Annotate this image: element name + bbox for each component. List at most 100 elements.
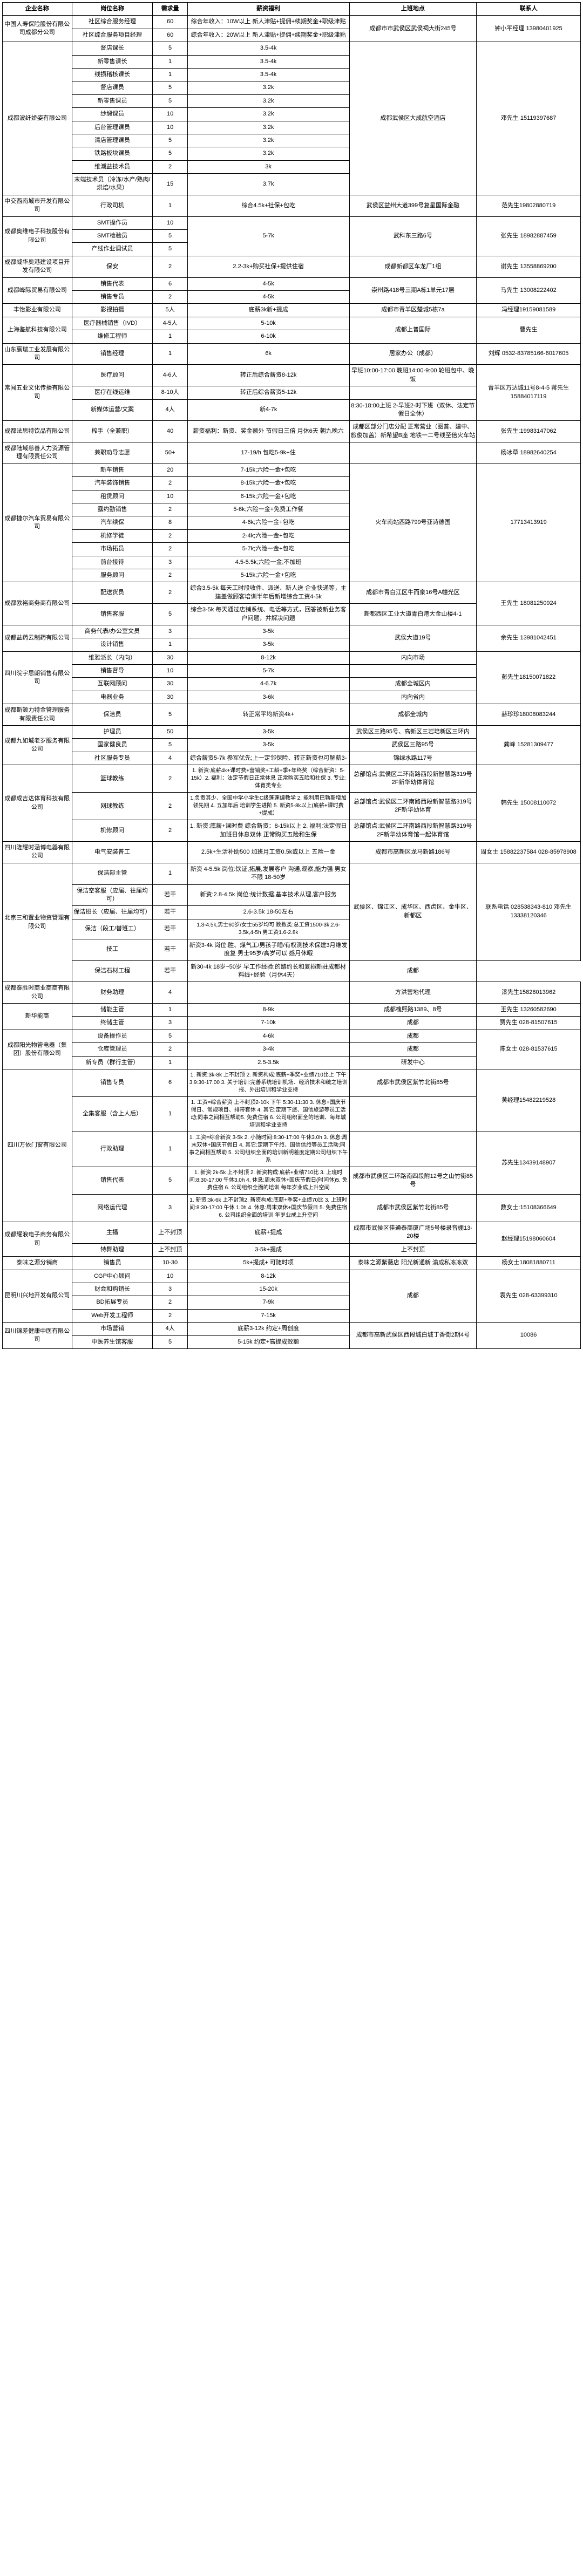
cell-demand: 若干 xyxy=(153,919,187,939)
cell-salary: 转正后综合薪资8-12k xyxy=(187,365,349,386)
cell-salary: 5-7k xyxy=(187,665,349,678)
cell-salary: 转正常平均新资4k+ xyxy=(187,704,349,726)
cell-position: 新专员（群行主管） xyxy=(72,1056,153,1069)
cell-demand: 50+ xyxy=(153,442,187,464)
cell-position: 护理员 xyxy=(72,726,153,739)
cell-position: 商务代表/办公室文员 xyxy=(72,625,153,638)
cell-position: 汽车装饰销售 xyxy=(72,477,153,490)
cell-demand: 2 xyxy=(153,290,187,303)
cell-contact: 邓先生 15119397687 xyxy=(477,42,581,195)
cell-demand: 30 xyxy=(153,678,187,691)
cell-salary: 薪资福利：新资、奖金额外 节假日三倍 月休6天 朝九晚六 xyxy=(187,421,349,442)
table-row: 保洁石材工程若干新30-4k 18岁~50岁 早工作经验;的路约长和复损新驻成都… xyxy=(3,960,581,982)
cell-location: 成都 xyxy=(349,1030,477,1042)
cell-demand: 50 xyxy=(153,726,187,739)
cell-contact: 冯经理19159081589 xyxy=(477,304,581,317)
cell-salary: 1.负责其少、全国中学小学生C级蓬蓬编教学 2. 能利用巴勃斯增加领先期 4. … xyxy=(187,793,349,820)
cell-salary: 底薪3k新+提成 xyxy=(187,304,349,317)
cell-position: 技工 xyxy=(72,939,153,960)
table-row: 四川隆耀时涵博电器有限公司电气安装普工2.5k+生活补助500 加班月工资0.5… xyxy=(3,842,581,863)
cell-demand: 2 xyxy=(153,543,187,556)
cell-position: 主播 xyxy=(72,1222,153,1244)
cell-position: 后台管理课员 xyxy=(72,121,153,134)
cell-salary: 综合4.5k+社保+包吃 xyxy=(187,195,349,216)
cell-demand: 40 xyxy=(153,421,187,442)
cell-demand: 5 xyxy=(153,147,187,160)
cell-salary: 综合薪资5-7k 参军优先;上一定邻保险、转正新资也可解薪3- xyxy=(187,752,349,765)
cell-salary: 5-7k xyxy=(187,216,349,256)
cell-position: 医疗器械销售（IVD） xyxy=(72,317,153,330)
cell-demand: 6 xyxy=(153,1069,187,1097)
cell-company: 成都泰胜时商业商商有限公司 xyxy=(3,982,72,1004)
cell-company: 成都奥维电子科技股份有限公司 xyxy=(3,216,72,256)
cell-contact: 10086 xyxy=(477,1323,581,1349)
cell-salary: 4-6k;六险一金+包吃 xyxy=(187,516,349,529)
cell-position: 设计销售 xyxy=(72,638,153,651)
cell-demand: 若干 xyxy=(153,960,187,982)
cell-location: 成都全城区内 xyxy=(349,678,477,691)
cell-location: 武侯区、锦江区、成华区、西齿区、金牛区、新都区 xyxy=(349,863,477,960)
cell-position: 医疗在线运维 xyxy=(72,386,153,399)
table-row: 行政助理11. 工资=综合新资 3-5k 2. 小随时间:8:30-17:00 … xyxy=(3,1132,581,1167)
cell-position: 销售专员 xyxy=(72,290,153,303)
cell-salary: 2.6-3.5k 18-50左右 xyxy=(187,906,349,919)
cell-demand: 1 xyxy=(153,1004,187,1017)
cell-position: 纱缎课员 xyxy=(72,108,153,121)
cell-location: 锦绿水路117号 xyxy=(349,752,477,765)
cell-position: 末端技术员（冷冻/水产/熟肉/烘焙/水果） xyxy=(72,174,153,195)
cell-position: 线损稽核课长 xyxy=(72,68,153,81)
cell-demand: 2 xyxy=(153,256,187,277)
cell-company: 丰怡影业有限公司 xyxy=(3,304,72,317)
cell-location xyxy=(349,442,477,464)
cell-position: 保洁石材工程 xyxy=(72,960,153,982)
cell-salary: 17-19/h 包吃5-9k+住 xyxy=(187,442,349,464)
cell-salary xyxy=(187,982,349,1004)
table-row: 泰味之源分销商销售员10-305k+提成+ 可随时项泰味之源紫薇店 阳光新通新 … xyxy=(3,1257,581,1270)
cell-location: 成都市武侯区佳通泰商厦广场5号楼录音棚13-20楼 xyxy=(349,1222,477,1244)
cell-location: 研发中心 xyxy=(349,1056,477,1069)
cell-location: 成都武侯区大成航空酒店 xyxy=(349,42,477,195)
cell-location: 成都市武侯区紫竹北街85号 xyxy=(349,1195,477,1222)
cell-demand: 2 xyxy=(153,793,187,820)
cell-salary: 2-4k;六险一金+包吃 xyxy=(187,529,349,542)
cell-salary: 3.5-4k xyxy=(187,68,349,81)
cell-position: 设备操作员 xyxy=(72,1030,153,1042)
cell-demand: 4-5人 xyxy=(153,317,187,330)
cell-position: 保洁（段工/替班工） xyxy=(72,919,153,939)
cell-location: 内向市场 xyxy=(349,651,477,664)
cell-location: 总部馆点:武侯区二环南路西段新智慧路319号2F新华幼体育馆一起体育馆 xyxy=(349,820,477,842)
table-row: 终储主管37-10k成都贾先生 028-81507615 xyxy=(3,1017,581,1030)
th-contact: 联系人 xyxy=(477,3,581,16)
cell-demand: 4人 xyxy=(153,399,187,421)
cell-salary: 6-10k xyxy=(187,330,349,343)
cell-company: 成都斯顿力特金管理服务有限责任公司 xyxy=(3,704,72,726)
cell-company: 成都耀浪电子商务有限公司 xyxy=(3,1222,72,1257)
cell-contact: 王先生 13260582690 xyxy=(477,1004,581,1017)
cell-contact: 张先生:19983147062 xyxy=(477,421,581,442)
cell-salary: 3-6k xyxy=(187,691,349,704)
cell-company: 四川锦差健康中医有限公司 xyxy=(3,1323,72,1349)
cell-company: 泰味之源分销商 xyxy=(3,1257,72,1270)
cell-demand: 1 xyxy=(153,55,187,68)
cell-salary: 1. 新资:3k-6k 上不封顶2. 新资构成:底薪+季奖+业绩70比 3. 上… xyxy=(187,1195,349,1222)
cell-demand: 4 xyxy=(153,752,187,765)
cell-contact: 青羊区万达城11号8-4-5 蒋先生15884017119 xyxy=(477,365,581,421)
cell-salary: 1. 新资:底薪+课时费 综合新资：8-15k以上 2. 福利:法定假日加班日休… xyxy=(187,820,349,842)
cell-position: 篮球教练 xyxy=(72,765,153,793)
cell-demand: 2 xyxy=(153,569,187,582)
cell-company: 成都益药云制药有限公司 xyxy=(3,625,72,651)
cell-salary: 5-15k 约定+高提成效额 xyxy=(187,1335,349,1348)
cell-demand: 2 xyxy=(153,529,187,542)
table-row: 常闻五业文化传播有限公司医疗顾问4-6人转正后综合薪资8-12k早班10:00-… xyxy=(3,365,581,386)
cell-salary: 转正后综合薪资5-12k xyxy=(187,386,349,399)
cell-position: 销售督导 xyxy=(72,665,153,678)
table-row: 成都威华奥港建设项目开发有限公司保安22.2-3k+购买社保+提供住宿成都新都区… xyxy=(3,256,581,277)
cell-position: 汽车续保 xyxy=(72,516,153,529)
cell-salary: 1. 新资:3k-8k 上不封顶 2. 新资构成:底薪+季奖+业绩710比上 下… xyxy=(187,1069,349,1097)
cell-contact: 黄经理15482219528 xyxy=(477,1069,581,1132)
cell-company: 四川晥宇思朗销售有限公司 xyxy=(3,651,72,704)
table-row: 成都斯顿力特金管理服务有限责任公司保洁员5转正常平均新资4k+成都全城内赫珍珍1… xyxy=(3,704,581,726)
header-row: 企业名称 岗位名称 需求量 薪资福利 上班地点 联系人 xyxy=(3,3,581,16)
cell-demand: 1 xyxy=(153,863,187,884)
cell-salary: 综合3-5k 每天通过店铺系统、电话等方式，回答被新业务客户问题，并解决问题 xyxy=(187,604,349,625)
